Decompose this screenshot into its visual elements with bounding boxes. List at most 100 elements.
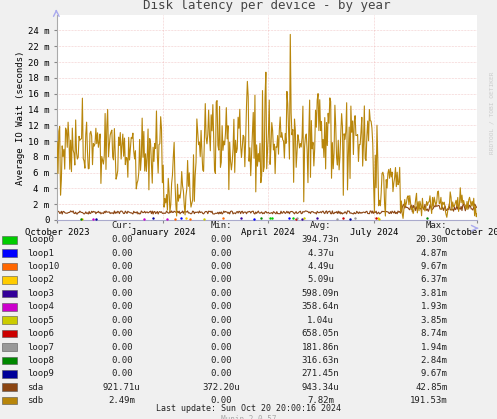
Point (375, 216, 383, 222)
Text: 0.00: 0.00 (210, 289, 232, 298)
Point (150, 215, 158, 222)
Text: 0.00: 0.00 (210, 369, 232, 378)
Text: 0.00: 0.00 (111, 356, 133, 365)
Point (250, 216, 258, 222)
Text: 0.00: 0.00 (111, 369, 133, 378)
Text: 372.20u: 372.20u (202, 383, 240, 392)
Text: 921.71u: 921.71u (103, 383, 141, 392)
Text: 0.00: 0.00 (210, 302, 232, 311)
Point (265, 214, 273, 221)
Text: Min:: Min: (210, 221, 232, 230)
Point (374, 215, 382, 222)
Title: Disk latency per device - by year: Disk latency per device - by year (144, 0, 391, 12)
Text: loop2: loop2 (27, 275, 54, 285)
Text: 0.00: 0.00 (111, 275, 133, 285)
Point (92, 215, 100, 222)
Text: 4.37u: 4.37u (307, 248, 334, 258)
Text: 20.30m: 20.30m (415, 235, 447, 244)
Text: 0.00: 0.00 (111, 235, 133, 244)
Text: 5.09u: 5.09u (307, 275, 334, 285)
Point (163, 216, 171, 222)
Text: 0.00: 0.00 (210, 396, 232, 405)
Text: 0.00: 0.00 (210, 248, 232, 258)
Text: Cur:: Cur: (111, 221, 133, 230)
Point (422, 215, 430, 222)
Text: sdb: sdb (27, 396, 43, 405)
Text: 943.34u: 943.34u (302, 383, 339, 392)
Point (200, 215, 208, 222)
Point (140, 216, 148, 223)
Text: 6.37m: 6.37m (420, 275, 447, 285)
Text: loop9: loop9 (27, 369, 54, 378)
Text: Last update: Sun Oct 20 20:00:16 2024: Last update: Sun Oct 20 20:00:16 2024 (156, 403, 341, 413)
Text: loop3: loop3 (27, 289, 54, 298)
Point (237, 215, 245, 222)
Text: 2.84m: 2.84m (420, 356, 447, 365)
Text: 3.81m: 3.81m (420, 289, 447, 298)
Point (186, 215, 194, 222)
Text: sda: sda (27, 383, 43, 392)
Text: 0.00: 0.00 (111, 289, 133, 298)
Point (170, 215, 178, 222)
Text: 1.04u: 1.04u (307, 316, 334, 325)
Point (268, 215, 276, 222)
Point (78, 215, 86, 222)
Point (285, 215, 293, 221)
Point (89, 216, 97, 223)
Text: 0.00: 0.00 (111, 248, 133, 258)
Point (292, 216, 300, 222)
Text: 1.94m: 1.94m (420, 342, 447, 352)
Text: 3.85m: 3.85m (420, 316, 447, 325)
Text: 8.74m: 8.74m (420, 329, 447, 338)
Text: 0.00: 0.00 (210, 235, 232, 244)
Text: 0.00: 0.00 (111, 316, 133, 325)
Point (177, 215, 185, 222)
Text: 7.82m: 7.82m (307, 396, 334, 405)
Text: loop0: loop0 (27, 235, 54, 244)
Y-axis label: Average IO Wait (seconds): Average IO Wait (seconds) (16, 50, 25, 184)
Text: Max:: Max: (426, 221, 447, 230)
Text: 1.93m: 1.93m (420, 302, 447, 311)
Point (289, 215, 297, 222)
Text: 0.00: 0.00 (111, 342, 133, 352)
Text: 316.63n: 316.63n (302, 356, 339, 365)
Text: 0.00: 0.00 (210, 342, 232, 352)
Text: 0.00: 0.00 (111, 302, 133, 311)
Point (346, 216, 354, 222)
Text: 658.05n: 658.05n (302, 329, 339, 338)
Text: loop7: loop7 (27, 342, 54, 352)
Point (301, 215, 309, 221)
Text: loop4: loop4 (27, 302, 54, 311)
Text: 42.85m: 42.85m (415, 383, 447, 392)
Point (257, 215, 265, 221)
Text: 0.00: 0.00 (210, 356, 232, 365)
Point (339, 215, 347, 222)
Text: 2.49m: 2.49m (108, 396, 135, 405)
Text: loop8: loop8 (27, 356, 54, 365)
Text: 9.67m: 9.67m (420, 369, 447, 378)
Text: loop6: loop6 (27, 329, 54, 338)
Text: Munin 2.0.57: Munin 2.0.57 (221, 415, 276, 419)
Point (351, 215, 359, 222)
Point (332, 215, 340, 222)
Text: 0.00: 0.00 (111, 329, 133, 338)
Text: 598.09n: 598.09n (302, 289, 339, 298)
Point (219, 215, 227, 221)
Text: 9.67m: 9.67m (420, 262, 447, 271)
Text: 358.64n: 358.64n (302, 302, 339, 311)
Text: loop5: loop5 (27, 316, 54, 325)
Text: 191.53m: 191.53m (410, 396, 447, 405)
Text: 4.49u: 4.49u (307, 262, 334, 271)
Text: 0.00: 0.00 (210, 262, 232, 271)
Text: RRDTOOL / TOBI OETIKER: RRDTOOL / TOBI OETIKER (490, 72, 495, 154)
Point (77, 216, 85, 222)
Text: 271.45n: 271.45n (302, 369, 339, 378)
Point (293, 215, 301, 221)
Point (182, 215, 190, 221)
Text: 4.87m: 4.87m (420, 248, 447, 258)
Point (372, 215, 380, 221)
Text: 394.73n: 394.73n (302, 235, 339, 244)
Text: 0.00: 0.00 (210, 275, 232, 285)
Text: 0.00: 0.00 (210, 316, 232, 325)
Text: loop1: loop1 (27, 248, 54, 258)
